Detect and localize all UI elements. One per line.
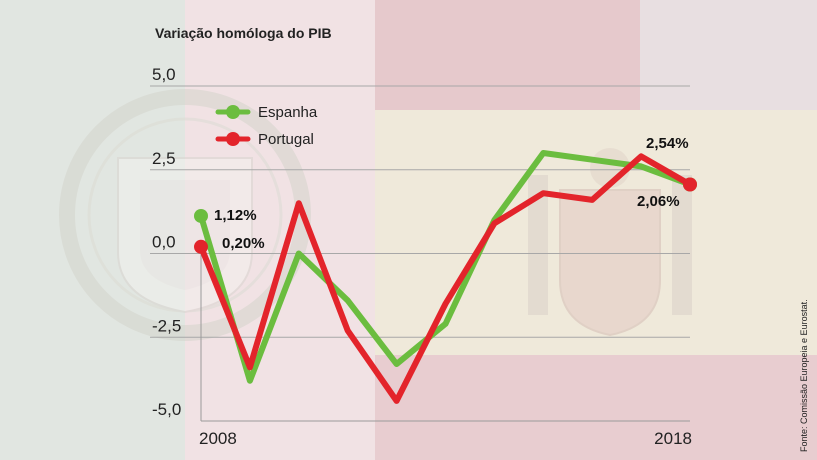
label-espanha-start: 1,12% <box>214 207 257 224</box>
spain-emblem-icon <box>528 148 692 337</box>
point-espanha <box>194 208 208 223</box>
label-portugal-end: 2,06% <box>637 193 680 210</box>
x-tick-label: 2018 <box>654 429 692 448</box>
series-lines <box>194 150 697 404</box>
series-line-portugal <box>198 153 693 404</box>
y-axis-ticks: 5,0 2,5 0,0 -2,5 -5,0 <box>152 65 181 419</box>
legend-item-espanha: Espanha <box>215 104 318 121</box>
x-tick-label: 2008 <box>199 429 237 448</box>
y-tick-label: 0,0 <box>152 233 176 252</box>
point-portugal <box>194 239 208 254</box>
x-axis-ticks: 2008 2018 <box>199 429 692 448</box>
y-tick-label: -5,0 <box>152 400 181 419</box>
label-espanha-end: 2,54% <box>646 135 689 152</box>
y-tick-label: 5,0 <box>152 65 176 84</box>
label-portugal-start: 0,20% <box>222 235 265 252</box>
legend-marker-espanha <box>226 105 240 119</box>
point-portugal <box>683 177 697 192</box>
legend-item-portugal: Portugal <box>215 131 314 148</box>
legend-label-espanha: Espanha <box>258 104 318 121</box>
source-note: Fonte: Comissão Europeia e Eurostat. <box>799 299 809 452</box>
y-tick-label: 2,5 <box>152 149 176 168</box>
grid <box>150 85 690 338</box>
legend-label-portugal: Portugal <box>258 131 314 148</box>
chart-title: Variação homóloga do PIB <box>155 25 332 41</box>
legend-marker-portugal <box>226 132 240 146</box>
legend: Espanha Portugal <box>215 104 318 148</box>
y-tick-label: -2,5 <box>152 316 181 335</box>
series-line-espanha <box>198 150 693 384</box>
